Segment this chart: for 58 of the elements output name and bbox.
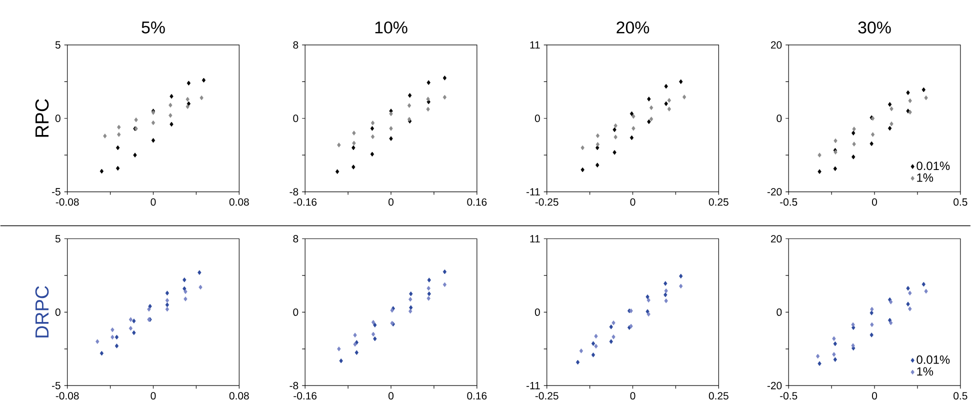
x-tick-label: 0.16 — [467, 392, 487, 400]
y-tick-label: -20 — [767, 382, 782, 390]
x-tick-label: -0.16 — [294, 392, 317, 400]
x-tick-label: 0 — [630, 198, 636, 206]
x-tick-label: 0.25 — [708, 198, 728, 206]
x-tick-label: 0.16 — [467, 198, 487, 206]
y-tick-label: 8 — [293, 235, 298, 243]
x-tick-label: 0 — [150, 392, 156, 400]
chart-title: 20% — [616, 22, 650, 34]
legend-label: 0.01% — [916, 162, 950, 170]
y-tick-label: -11 — [526, 382, 540, 390]
chart-title: 10% — [375, 22, 408, 34]
y-tick-label: 0 — [55, 114, 60, 122]
x-tick-label: 0.08 — [229, 198, 249, 206]
y-tick-label: 20 — [771, 41, 782, 49]
y-tick-label: -5 — [52, 382, 60, 390]
y-tick-label: 5 — [55, 42, 60, 49]
x-tick-label: 0 — [388, 392, 394, 400]
y-tick-label: 0 — [534, 308, 540, 316]
x-tick-label: 0 — [150, 198, 156, 206]
x-tick-label: -0.5 — [780, 198, 798, 206]
x-tick-label: -0.25 — [535, 198, 558, 206]
x-tick-label: 0 — [630, 392, 636, 400]
y-tick-label: -20 — [767, 188, 782, 196]
legend-label: 1% — [917, 174, 934, 182]
y-tick-label: 20 — [771, 235, 782, 243]
x-tick-label: -0.16 — [294, 198, 317, 206]
x-tick-label: 0.25 — [708, 392, 728, 400]
x-tick-label: -0.08 — [56, 392, 79, 400]
y-axis-title: RPC — [35, 99, 49, 137]
y-tick-label: -11 — [526, 188, 540, 196]
y-tick-label: -5 — [52, 188, 60, 196]
x-tick-label: -0.25 — [535, 392, 558, 400]
x-tick-label: 0.08 — [229, 392, 249, 400]
x-tick-label: -0.08 — [56, 198, 79, 206]
y-tick-label: -8 — [290, 382, 298, 390]
y-axis-title: DRPC — [35, 286, 49, 338]
x-tick-label: -0.5 — [780, 392, 798, 400]
x-tick-label: 0.5 — [954, 392, 968, 400]
y-tick-label: 0 — [776, 308, 782, 316]
y-tick-label: 0 — [293, 114, 298, 122]
x-tick-label: 0 — [388, 198, 394, 206]
y-tick-label: 0 — [534, 114, 540, 122]
x-tick-label: 0 — [872, 198, 878, 206]
y-tick-label: 11 — [530, 235, 540, 243]
y-tick-label: 5 — [55, 235, 60, 243]
legend-label: 0.01% — [916, 356, 950, 364]
y-tick-label: -8 — [290, 188, 298, 196]
x-tick-label: 0.5 — [954, 198, 968, 206]
y-tick-label: 0 — [776, 114, 782, 122]
y-tick-label: 0 — [55, 308, 60, 316]
y-tick-label: 0 — [293, 308, 298, 316]
y-tick-label: 8 — [293, 41, 298, 49]
chart-title: 30% — [858, 22, 891, 34]
legend-label: 1% — [917, 367, 934, 376]
chart-title: 5% — [142, 22, 165, 34]
y-tick-label: 11 — [530, 42, 540, 49]
x-tick-label: 0 — [872, 392, 878, 400]
